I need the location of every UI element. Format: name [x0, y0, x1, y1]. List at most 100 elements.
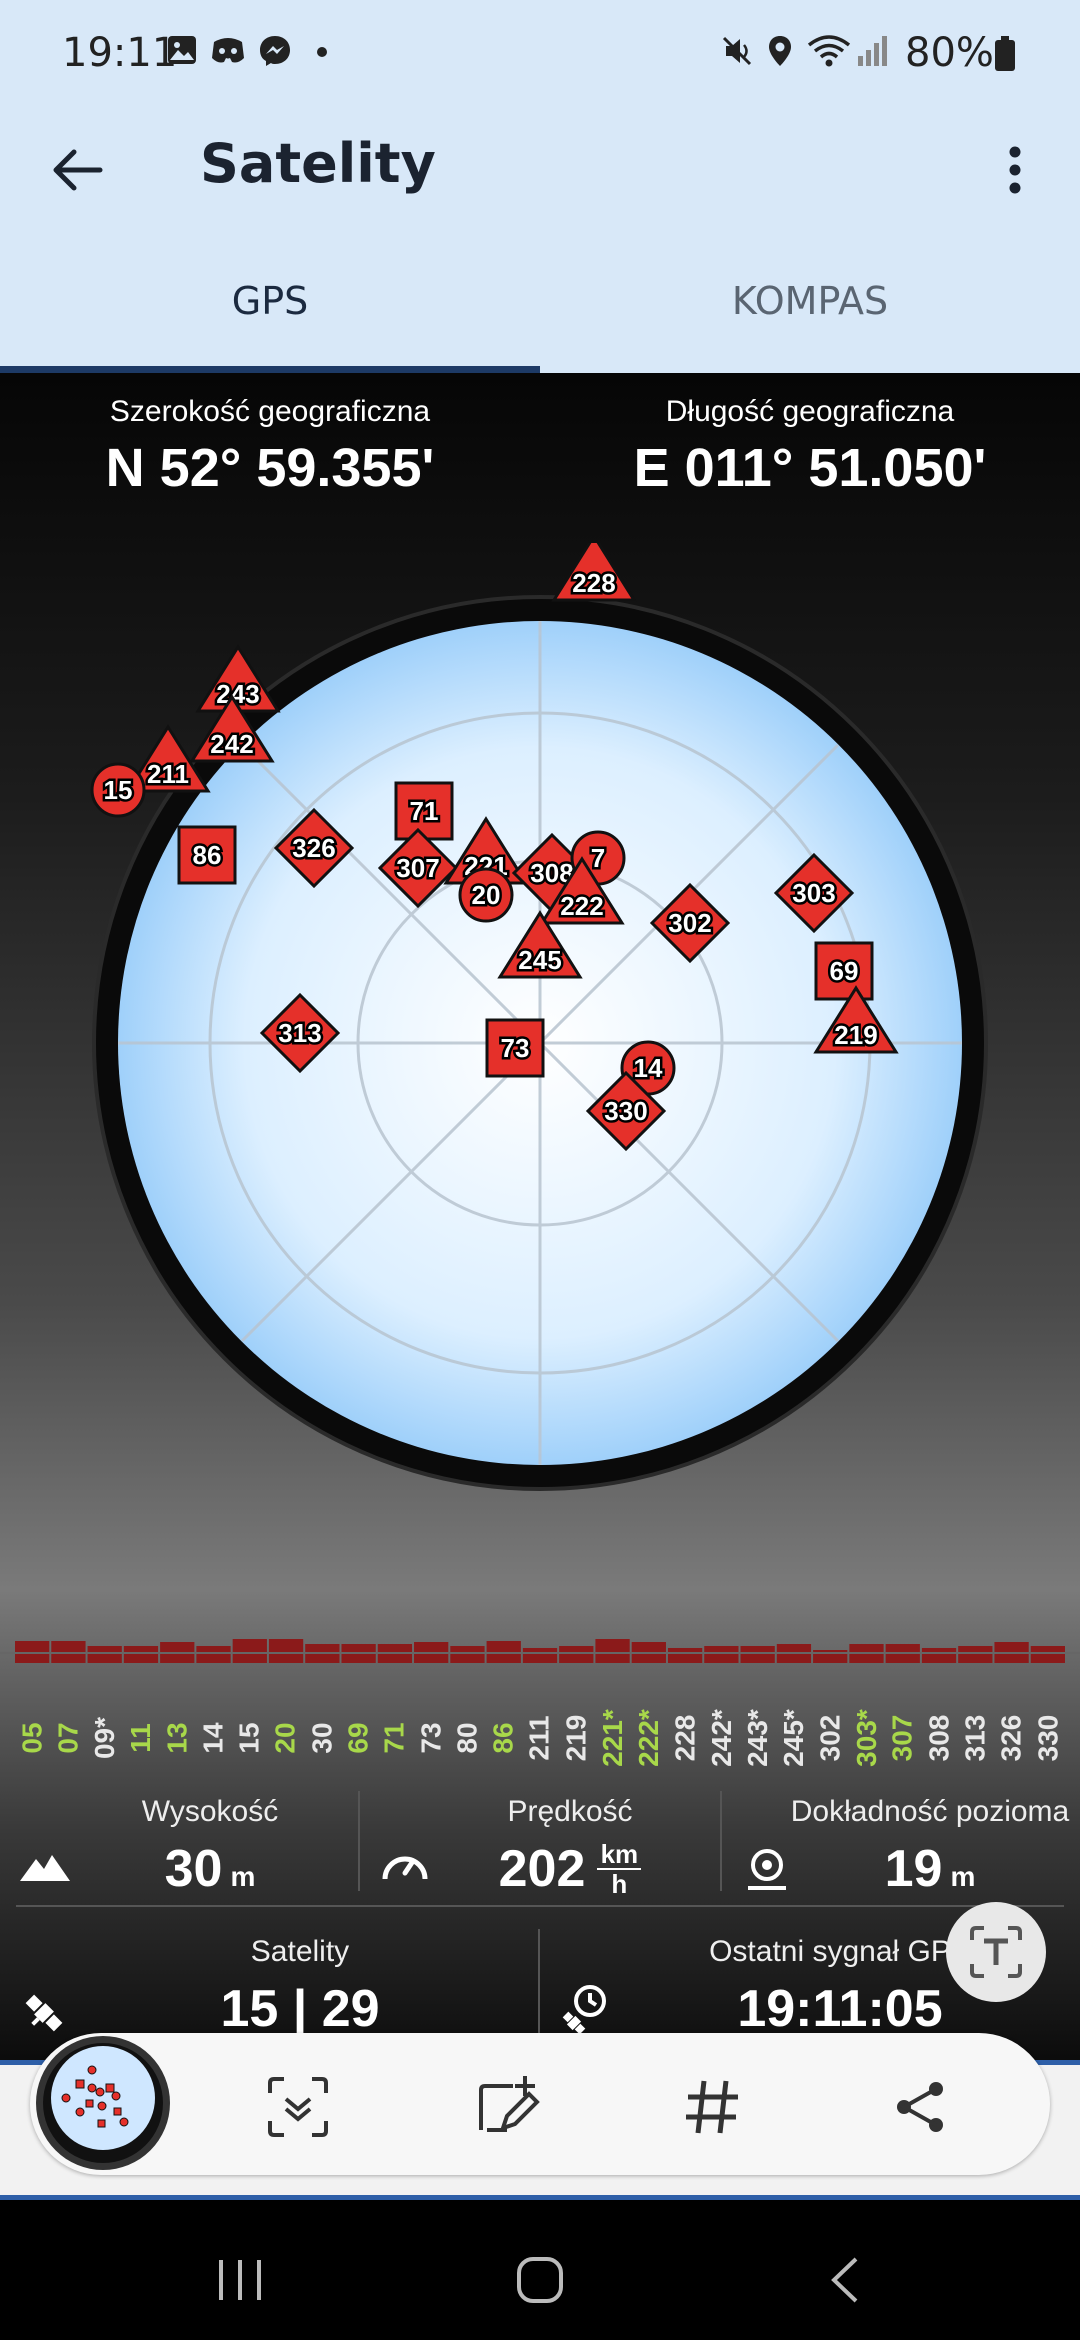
satellite-prn-label: 7 — [591, 843, 605, 873]
prn-label: 20 — [270, 1722, 302, 1754]
last-fix-value: 19:11:05 — [737, 1980, 943, 2038]
prn-label: 222* — [632, 1709, 664, 1767]
satellite-marker-shape — [813, 985, 899, 1054]
speed-label: Prędkość — [507, 1795, 633, 1828]
prn-label: 307 — [886, 1714, 918, 1762]
tab-bar: GPS KOMPAS — [0, 228, 1080, 373]
satellites-label: Satelity — [250, 1935, 350, 1968]
satellite-marker: 211 — [125, 724, 211, 793]
satellite-marker: 307 — [377, 827, 459, 909]
location-icon — [769, 36, 791, 66]
battery-percentage: 80% — [905, 30, 994, 76]
tab-kompas[interactable]: KOMPAS — [731, 278, 889, 323]
prn-label: 73 — [415, 1722, 447, 1754]
satellite-marker-shape — [458, 867, 514, 923]
prn-label: 330 — [1031, 1714, 1063, 1762]
prn-label: 86 — [487, 1722, 519, 1754]
more-vertical-icon — [1009, 146, 1021, 194]
scan-icon — [268, 2077, 328, 2137]
satellite-prn-label: 307 — [396, 853, 439, 883]
satellite-marker: 245 — [497, 910, 583, 979]
satellite-marker-shape — [497, 910, 583, 979]
tab-gps[interactable]: GPS — [231, 278, 309, 323]
satellite-marker: 73 — [485, 1018, 545, 1078]
screenshot-thumbnail-image — [43, 2043, 163, 2163]
system-nav-bar — [0, 2200, 1080, 2340]
prn-label: 245* — [777, 1709, 809, 1767]
satellite-marker-shape — [551, 543, 637, 602]
nav-back-button[interactable] — [804, 2240, 884, 2320]
satellite-marker-shape — [814, 941, 874, 1001]
satellite-marker: 15 — [90, 762, 146, 818]
page-title: Satelity — [200, 132, 436, 195]
status-bar: 19:11 80% — [0, 0, 1080, 108]
satellite-marker-shape — [539, 856, 625, 925]
speed-unit-bottom: h — [611, 1869, 628, 1899]
prn-label: 14 — [197, 1722, 229, 1754]
satellite-marker: 86 — [177, 825, 237, 885]
screenshot-thumbnail[interactable] — [36, 2036, 170, 2170]
satellite-prn-label: 86 — [193, 840, 222, 870]
recents-button[interactable] — [200, 2240, 280, 2320]
speed-value: 202 km h — [440, 1839, 700, 1899]
satellite-prn-label: 219 — [834, 1020, 877, 1050]
signal-bar — [595, 1639, 630, 1663]
satellite-marker: 20 — [458, 867, 514, 923]
share-button[interactable] — [876, 2063, 964, 2151]
app-bar: Satelity — [0, 108, 1080, 228]
edit-button[interactable] — [464, 2063, 552, 2151]
discord-icon — [212, 38, 244, 63]
satellite-prn-list: 05 07 09* 11 13 14 15 20 30 69 71 73 80 86 211 219 221* 2… — [14, 1663, 1066, 1813]
tab-indicator — [0, 366, 540, 373]
signal-bar — [740, 1646, 775, 1663]
satellite-marker: 303 — [773, 852, 855, 934]
satellite-marker-shape — [259, 992, 341, 1074]
prn-label: 313 — [959, 1714, 991, 1762]
satellite-marker-shape — [649, 882, 731, 964]
prn-label: 71 — [378, 1722, 410, 1754]
tag-button[interactable] — [668, 2063, 756, 2151]
prn-label: 15 — [233, 1722, 265, 1754]
edit-crop-icon — [479, 2076, 540, 2132]
stats-divider — [358, 1791, 360, 1891]
speed-unit-top: km — [600, 1839, 639, 1869]
satellite-marker: 228 — [551, 543, 637, 602]
signal-bar — [196, 1646, 231, 1663]
text-recognition-button[interactable] — [946, 1902, 1046, 2002]
home-button[interactable] — [500, 2240, 580, 2320]
battery-icon — [995, 36, 1015, 71]
satellite-marker: 243 — [195, 644, 281, 713]
satellite-prn-label: 71 — [410, 796, 439, 826]
satellite-marker: 219 — [813, 985, 899, 1054]
signal-bar — [450, 1646, 485, 1663]
signal-bar — [559, 1646, 594, 1663]
scroll-capture-button[interactable] — [254, 2063, 342, 2151]
satellite-prn-label: 228 — [572, 568, 615, 598]
satellite-marker: 326 — [273, 807, 355, 889]
prn-label: 13 — [161, 1722, 193, 1754]
accuracy-value: 19 m — [884, 1840, 976, 1898]
satellite-prn-label: 222 — [560, 891, 603, 921]
signal-bar — [704, 1646, 739, 1663]
back-icon — [831, 2257, 858, 2303]
home-icon — [517, 2257, 563, 2303]
stats-divider — [538, 1929, 540, 2033]
arrow-left-icon — [53, 149, 103, 191]
satellite-marker-shape — [90, 762, 146, 818]
mute-icon — [722, 36, 752, 66]
satellite-marker: 242 — [189, 694, 275, 763]
speedometer-icon — [382, 1856, 428, 1880]
satellite-prn-label: 242 — [210, 729, 253, 759]
signal-bar — [268, 1639, 304, 1663]
prn-label: 308 — [923, 1714, 955, 1762]
satellite-prn-label: 69 — [830, 956, 859, 986]
back-button[interactable] — [36, 128, 120, 212]
more-options-button[interactable] — [990, 128, 1040, 212]
satellite-marker: 222 — [539, 856, 625, 925]
prn-label: 228 — [669, 1714, 701, 1762]
prn-label: 221* — [596, 1709, 628, 1767]
accuracy-label: Dokładność pozioma — [790, 1795, 1070, 1828]
satellite-marker: 313 — [259, 992, 341, 1074]
satellite-prn-label: 302 — [668, 908, 711, 938]
